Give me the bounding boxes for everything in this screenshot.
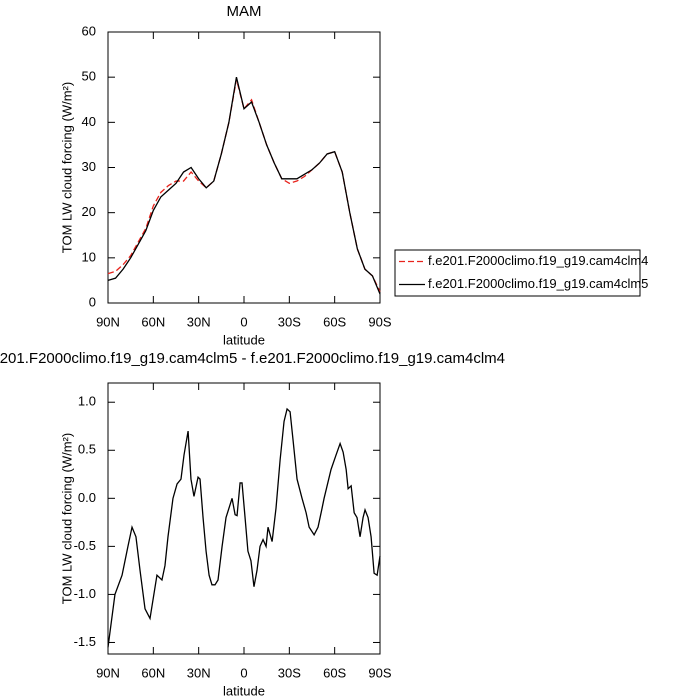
x-tick-label: 60N [141, 665, 165, 680]
x-tick-label: 90N [96, 665, 120, 680]
x-tick-label: 60S [323, 314, 346, 329]
chart-title: MAM [227, 3, 262, 20]
y-tick-label: -1.0 [74, 586, 96, 601]
x-tick-label: 60N [141, 314, 165, 329]
x-axis-label: latitude [223, 683, 265, 698]
y-tick-label: 0.0 [78, 490, 96, 505]
y-tick-label: 10 [82, 249, 96, 264]
x-tick-label: 30S [278, 314, 301, 329]
legend-label: f.e201.F2000climo.f19_g19.cam4clm5 [428, 276, 648, 291]
chart-title: f.e201.F2000climo.f19_g19.cam4clm5 - f.e… [0, 350, 505, 367]
x-tick-label: 90S [368, 314, 391, 329]
data-line [107, 77, 381, 295]
y-tick-label: 50 [82, 69, 96, 84]
plot-frame [107, 382, 381, 655]
x-tick-label: 90S [368, 665, 391, 680]
y-tick-label: 60 [82, 23, 96, 38]
y-tick-label: 0.5 [78, 442, 96, 457]
y-axis-label: TOM LW cloud forcing (W/m²) [59, 433, 74, 604]
y-axis-label: TOM LW cloud forcing (W/m²) [59, 82, 74, 253]
x-tick-label: 30S [278, 665, 301, 680]
y-tick-label: 0 [89, 294, 96, 309]
data-line [107, 79, 381, 292]
y-tick-label: 30 [82, 159, 96, 174]
x-tick-label: 0 [240, 665, 247, 680]
x-tick-label: 60S [323, 665, 346, 680]
plot-frame [107, 31, 381, 304]
x-tick-label: 90N [96, 314, 120, 329]
legend-label: f.e201.F2000climo.f19_g19.cam4clm4 [428, 253, 648, 268]
y-tick-label: 1.0 [78, 394, 96, 409]
x-tick-label: 0 [240, 314, 247, 329]
y-tick-label: -0.5 [74, 538, 96, 553]
y-tick-label: 20 [82, 204, 96, 219]
x-tick-label: 30N [187, 314, 211, 329]
x-axis-label: latitude [223, 332, 265, 347]
legend-box [394, 249, 641, 297]
y-tick-label: -1.5 [74, 634, 96, 649]
x-tick-label: 30N [187, 665, 211, 680]
y-tick-label: 40 [82, 114, 96, 129]
data-line [107, 407, 381, 648]
